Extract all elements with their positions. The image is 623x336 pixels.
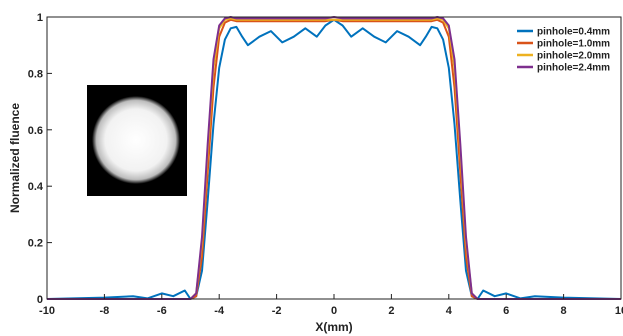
- x-tick-label: -8: [100, 305, 110, 317]
- x-tick-label: 0: [331, 305, 337, 317]
- x-tick-label: -4: [214, 305, 225, 317]
- x-axis: -10 -8 -6 -4 -2 0 2 4 6 8 10: [39, 294, 623, 317]
- legend-label: pinhole=1.0mm: [537, 39, 610, 50]
- x-axis-title: X(mm): [315, 320, 352, 334]
- y-axis: 0 0.2 0.4 0.6 0.8 1: [28, 12, 52, 306]
- legend-label: pinhole=2.0mm: [537, 51, 610, 62]
- legend-label: pinhole=0.4mm: [537, 27, 610, 38]
- y-tick-label: 0.6: [28, 125, 43, 137]
- y-tick-label: 1: [37, 12, 43, 24]
- legend: pinhole=0.4mmpinhole=1.0mmpinhole=2.0mmp…: [517, 27, 610, 74]
- y-tick-label: 0: [37, 294, 43, 306]
- x-tick-label: 8: [561, 305, 567, 317]
- y-tick-label: 0.4: [28, 181, 44, 193]
- legend-label: pinhole=2.4mm: [537, 63, 610, 74]
- x-tick-label: -2: [272, 305, 282, 317]
- x-tick-label: 6: [503, 305, 509, 317]
- inset-beam-spot: [92, 96, 180, 184]
- y-tick-label: 0.2: [28, 238, 43, 250]
- x-tick-label: 10: [615, 305, 623, 317]
- y-tick-label: 0.8: [28, 68, 43, 80]
- y-axis-title: Normalized fluence: [8, 103, 22, 213]
- beam-spot-inset: [87, 85, 187, 196]
- x-tick-label: -6: [157, 305, 167, 317]
- x-tick-label: 4: [446, 305, 453, 317]
- x-tick-label: 2: [388, 305, 394, 317]
- x-tick-label: -10: [39, 305, 55, 317]
